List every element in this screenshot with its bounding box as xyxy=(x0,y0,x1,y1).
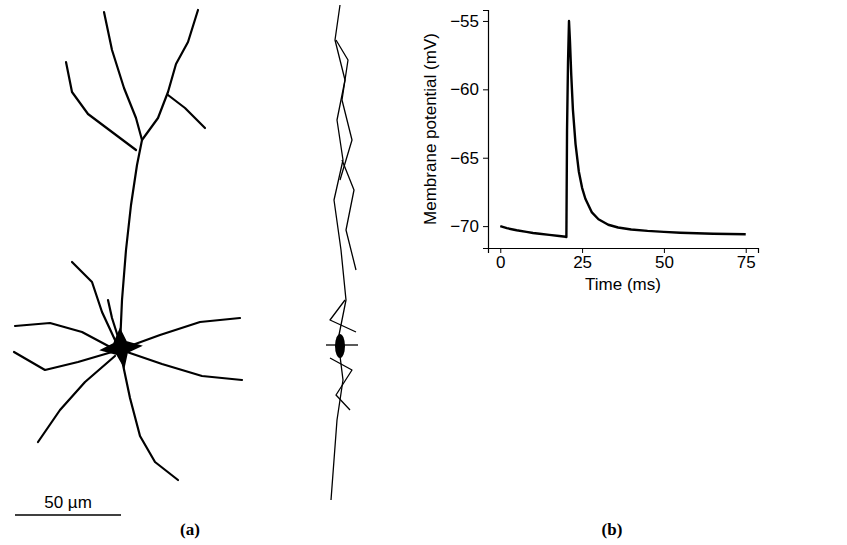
y-axis: −70 −65 −60 −55 xyxy=(450,11,488,249)
dendrite xyxy=(120,140,142,345)
y-tick: −60 xyxy=(450,80,488,99)
y-tick-mark xyxy=(483,89,488,90)
panel-label: (a) xyxy=(180,520,200,539)
dendrite xyxy=(168,95,205,128)
dendrite xyxy=(127,352,242,380)
x-tick-label: 25 xyxy=(573,253,592,272)
panel-a: 50 µm (a) xyxy=(14,5,358,539)
y-tick-mark xyxy=(483,158,488,159)
x-tick-label: 0 xyxy=(496,253,505,272)
dendrite-side-view xyxy=(331,5,346,500)
plot-area xyxy=(500,21,745,237)
x-tick: 25 xyxy=(573,248,592,272)
dendrite-side-view xyxy=(342,160,356,270)
y-axis-title: Membrane potential (mV) xyxy=(421,33,440,225)
y-tick-label: −65 xyxy=(450,149,479,168)
y-tick: −65 xyxy=(450,149,488,168)
dendrite xyxy=(38,356,115,442)
y-tick-label: −55 xyxy=(450,12,479,31)
dendrite-side-view xyxy=(330,358,352,410)
y-tick-mark xyxy=(483,21,488,22)
dendrite xyxy=(122,360,178,480)
data-line xyxy=(500,21,745,237)
figure: 50 µm (a) 0 25 50 75 −70 −65 −60 −55 Membrane pote… xyxy=(0,0,847,545)
dendrite xyxy=(127,318,240,347)
dendrite-side-view xyxy=(336,40,352,180)
y-tick-mark xyxy=(483,226,488,227)
soma xyxy=(102,330,140,366)
x-tick-label: 50 xyxy=(655,253,674,272)
scale-bar-label: 50 µm xyxy=(44,493,92,512)
dendrite xyxy=(15,323,112,348)
x-axis-line xyxy=(489,249,759,254)
scale-bar xyxy=(15,514,121,516)
y-axis-line xyxy=(483,11,489,249)
dendrite xyxy=(142,10,198,140)
panel-label: (b) xyxy=(602,520,623,539)
x-axis: 0 25 50 75 xyxy=(489,248,759,272)
soma-side-view xyxy=(335,334,345,358)
dendrite xyxy=(14,352,112,370)
x-tick: 0 xyxy=(496,248,505,272)
x-tick-label: 75 xyxy=(737,253,756,272)
x-tick: 75 xyxy=(737,248,756,272)
x-tick: 50 xyxy=(655,248,674,272)
x-axis-title: Time (ms) xyxy=(585,275,661,294)
panel-b: 0 25 50 75 −70 −65 −60 −55 Membrane potential (m… xyxy=(421,11,758,540)
dendrite xyxy=(104,12,142,140)
dendrite-side-view xyxy=(330,300,356,332)
y-tick-label: −70 xyxy=(450,217,479,236)
y-tick: −55 xyxy=(450,12,488,31)
y-tick: −70 xyxy=(450,217,488,236)
dendrite xyxy=(66,62,136,150)
y-tick-label: −60 xyxy=(450,80,479,99)
